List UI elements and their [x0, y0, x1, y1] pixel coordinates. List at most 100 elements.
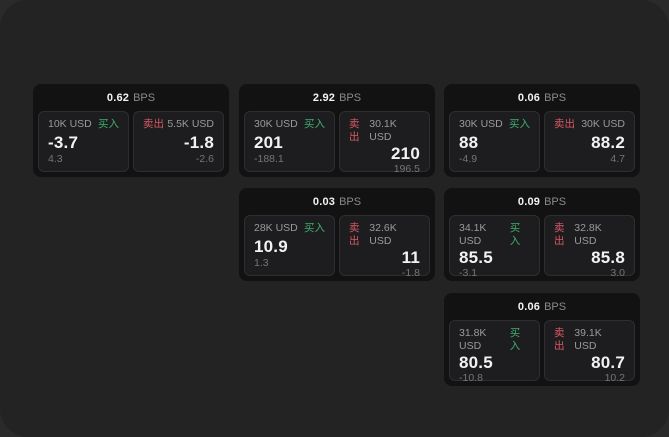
buy-value: 10.9 — [254, 236, 288, 256]
buy-value: 201 — [254, 132, 283, 152]
sell-value: -1.8 — [183, 132, 214, 152]
buy-value: -3.7 — [48, 132, 79, 152]
sell-sub-value: -1.8 — [401, 267, 420, 279]
sell-sub-value: 4.7 — [610, 153, 625, 165]
quote-panels: 10K USD 买入 -3.7 4.3 卖出 5.5K USD -1.8 -2.… — [33, 111, 229, 172]
buy-value: 85.5 — [459, 248, 493, 267]
quote-card: 0.06 BPS 31.8K USD 买入 80.5 -10.8 卖出 39.1… — [444, 293, 640, 386]
buy-panel-top: 30K USD 买入 — [459, 118, 530, 131]
sell-amount-label: 32.8K USD — [574, 222, 602, 247]
sell-value: 80.7 — [591, 353, 625, 372]
buy-amount-label: 10K USD — [48, 118, 92, 130]
sell-amount-label: 39.1K USD — [574, 327, 602, 352]
sell-amount-label: 5.5K USD — [167, 118, 214, 130]
buy-panel[interactable]: 30K USD 买入 88 -4.9 — [449, 111, 540, 172]
buy-panel[interactable]: 30K USD 买入 201 -188.1 — [244, 111, 335, 172]
sell-panel[interactable]: 卖出 32.6K USD 11 -1.8 — [339, 215, 430, 279]
sell-panel[interactable]: 卖出 5.5K USD -1.8 -2.6 — [133, 111, 224, 172]
sell-value: 11 — [401, 248, 420, 267]
sell-panel-top: 卖出 30K USD — [554, 118, 625, 131]
sell-panel[interactable]: 卖出 30.1K USD 210 196.5 — [339, 111, 430, 175]
bps-header: 0.09 BPS — [444, 188, 640, 215]
sell-panel-top: 卖出 5.5K USD — [143, 118, 214, 131]
buy-sub-value: -10.8 — [459, 372, 483, 384]
bps-unit-label: BPS — [544, 91, 567, 104]
sell-amount-label: 30K USD — [581, 118, 625, 130]
sell-tag: 卖出 — [143, 118, 164, 130]
quote-panels: 30K USD 买入 201 -188.1 卖出 30.1K USD 210 1… — [239, 111, 435, 175]
buy-value: 88 — [459, 132, 479, 152]
sell-panel[interactable]: 卖出 32.8K USD 85.8 3.0 — [544, 215, 635, 279]
bps-value: 0.06 — [517, 91, 541, 104]
buy-tag: 买入 — [509, 327, 521, 352]
sell-panel-top: 卖出 32.8K USD — [554, 222, 625, 248]
bps-value: 2.92 — [312, 91, 336, 104]
buy-panel[interactable]: 31.8K USD 买入 80.5 -10.8 — [449, 320, 540, 384]
quote-panels: 34.1K USD 买入 85.5 -3.1 卖出 32.8K USD 85.8… — [444, 215, 640, 279]
buy-amount-label: 30K USD — [254, 118, 298, 130]
sell-tag: 卖出 — [349, 222, 360, 247]
bps-header: 0.06 BPS — [444, 84, 640, 111]
bps-header: 2.92 BPS — [239, 84, 435, 111]
sell-sub-value: 196.5 — [393, 163, 420, 175]
buy-panel-top: 31.8K USD 买入 — [459, 327, 530, 353]
sell-value: 210 — [391, 144, 420, 163]
sell-panel[interactable]: 卖出 39.1K USD 80.7 10.2 — [544, 320, 635, 384]
buy-tag: 买入 — [509, 222, 521, 247]
quote-card: 0.09 BPS 34.1K USD 买入 85.5 -3.1 卖出 32.8K… — [444, 188, 640, 281]
sell-panel-top: 卖出 30.1K USD — [349, 118, 420, 144]
bps-value: 0.09 — [517, 195, 541, 208]
buy-panel-top: 34.1K USD 买入 — [459, 222, 530, 248]
buy-amount-label: 28K USD — [254, 222, 298, 234]
buy-panel-top: 10K USD 买入 — [48, 118, 119, 131]
buy-amount-label: 34.1K USD — [459, 222, 487, 247]
bps-header: 0.03 BPS — [239, 188, 435, 215]
buy-value: 80.5 — [459, 353, 493, 372]
buy-sub-value: 1.3 — [254, 257, 269, 269]
quote-card: 2.92 BPS 30K USD 买入 201 -188.1 卖出 30.1K … — [239, 84, 435, 177]
quote-card: 0.06 BPS 30K USD 买入 88 -4.9 卖出 30K USD 8… — [444, 84, 640, 177]
bps-header: 0.06 BPS — [444, 293, 640, 320]
buy-tag: 买入 — [304, 222, 325, 234]
bps-value: 0.06 — [517, 300, 541, 313]
sell-panel-top: 卖出 32.6K USD — [349, 222, 420, 248]
sell-value: 88.2 — [591, 132, 625, 152]
buy-sub-value: 4.3 — [48, 153, 63, 165]
bps-unit-label: BPS — [339, 195, 362, 208]
sell-sub-value: -2.6 — [195, 153, 214, 165]
sell-sub-value: 10.2 — [604, 372, 625, 384]
sell-tag: 卖出 — [554, 222, 565, 247]
buy-amount-label: 30K USD — [459, 118, 503, 130]
buy-panel[interactable]: 10K USD 买入 -3.7 4.3 — [38, 111, 129, 172]
buy-panel-top: 28K USD 买入 — [254, 222, 325, 235]
sell-amount-label: 30.1K USD — [369, 118, 397, 143]
buy-sub-value: -3.1 — [459, 267, 478, 279]
quote-card: 0.03 BPS 28K USD 买入 10.9 1.3 卖出 32.6K US… — [239, 188, 435, 281]
bps-unit-label: BPS — [544, 300, 567, 313]
buy-panel-top: 30K USD 买入 — [254, 118, 325, 131]
sell-tag: 卖出 — [554, 327, 565, 352]
bps-unit-label: BPS — [133, 91, 156, 104]
buy-panel[interactable]: 34.1K USD 买入 85.5 -3.1 — [449, 215, 540, 279]
bps-unit-label: BPS — [339, 91, 362, 104]
buy-sub-value: -188.1 — [254, 153, 284, 165]
buy-amount-label: 31.8K USD — [459, 327, 487, 352]
bps-unit-label: BPS — [544, 195, 567, 208]
quote-panels: 31.8K USD 买入 80.5 -10.8 卖出 39.1K USD 80.… — [444, 320, 640, 384]
buy-sub-value: -4.9 — [459, 153, 478, 165]
sell-sub-value: 3.0 — [610, 267, 625, 279]
sell-tag: 卖出 — [349, 118, 360, 143]
sell-panel[interactable]: 卖出 30K USD 88.2 4.7 — [544, 111, 635, 172]
quote-panels: 28K USD 买入 10.9 1.3 卖出 32.6K USD 11 -1.8 — [239, 215, 435, 279]
quote-panels: 30K USD 买入 88 -4.9 卖出 30K USD 88.2 4.7 — [444, 111, 640, 172]
sell-panel-top: 卖出 39.1K USD — [554, 327, 625, 353]
buy-tag: 买入 — [509, 118, 530, 130]
sell-value: 85.8 — [591, 248, 625, 267]
bps-header: 0.62 BPS — [33, 84, 229, 111]
bps-value: 0.62 — [106, 91, 130, 104]
buy-panel[interactable]: 28K USD 买入 10.9 1.3 — [244, 215, 335, 276]
buy-tag: 买入 — [304, 118, 325, 130]
sell-tag: 卖出 — [554, 118, 575, 130]
bps-value: 0.03 — [312, 195, 336, 208]
